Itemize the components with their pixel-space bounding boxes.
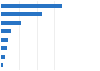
Bar (1, 12, 42, 16)
Bar (1, 38, 8, 42)
Bar (1, 55, 5, 59)
Bar (1, 46, 7, 50)
Bar (1, 63, 4, 67)
Bar (1, 4, 62, 8)
Bar (1, 29, 11, 33)
Bar (1, 21, 21, 25)
